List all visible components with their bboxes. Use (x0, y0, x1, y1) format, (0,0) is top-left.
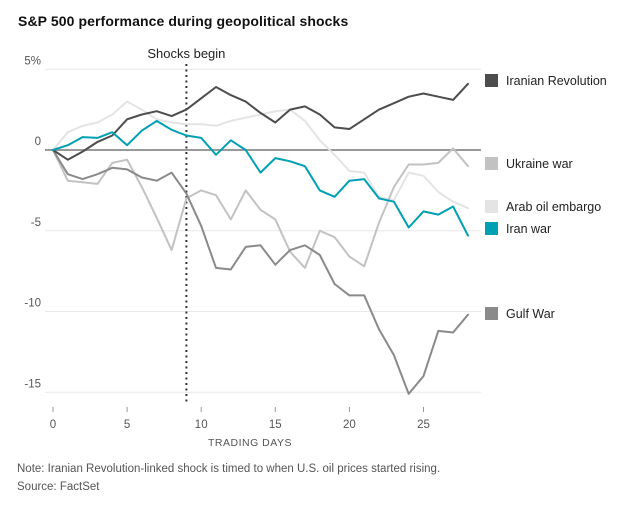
series-line-ukraine-war (52, 147, 469, 269)
legend-label: Ukraine war (506, 156, 573, 171)
x-tick-label: 5 (124, 419, 130, 431)
x-tick-label: 15 (269, 419, 282, 431)
legend-item-arab-oil-embargo: Arab oil embargo (485, 199, 602, 214)
chart-note: Note: Iranian Revolution-linked shock is… (17, 463, 441, 475)
legend-label: Iran war (506, 221, 552, 236)
legend-swatch-icon (485, 74, 498, 87)
series-line-iranian-revolution (52, 82, 469, 161)
legend-swatch-icon (485, 222, 498, 235)
legend-swatch-icon (485, 307, 498, 320)
legend-item-iranian-revolution: Iranian Revolution (485, 73, 607, 88)
legend-label: Gulf War (506, 306, 555, 321)
legend-item-gulf-war: Gulf War (485, 306, 555, 321)
series-line-gulf-war (52, 149, 469, 395)
legend-item-iran-war: Iran war (485, 221, 552, 236)
legend-swatch-icon (485, 200, 498, 213)
x-axis-label: TRADING DAYS (208, 437, 292, 449)
x-tick-label: 20 (343, 419, 356, 431)
chart-title: S&P 500 performance during geopolitical … (18, 13, 349, 29)
shocks-begin-annotation: Shocks begin (147, 46, 225, 61)
legend-label: Arab oil embargo (506, 199, 602, 214)
chart-source: Source: FactSet (17, 481, 100, 493)
legend-label: Iranian Revolution (506, 73, 607, 88)
chart-legend: Iranian Revolution Ukraine war Arab oil em… (485, 73, 607, 321)
x-tick-label: 0 (50, 419, 56, 431)
series-line-arab-oil-embargo (52, 100, 469, 210)
y-tick-label: 5% (24, 55, 41, 67)
y-tick-label: -10 (24, 298, 41, 310)
x-tick-label: 10 (195, 419, 208, 431)
legend-item-ukraine-war: Ukraine war (485, 156, 573, 171)
y-tick-label: -5 (31, 217, 41, 229)
x-tick-label: 25 (417, 419, 430, 431)
y-tick-label: -15 (24, 378, 41, 390)
y-tick-label: 0 (35, 136, 41, 148)
legend-swatch-icon (485, 157, 498, 170)
series-line-iran-war (52, 119, 469, 237)
chart-canvas: 5% 0 -5 -10 -15 0 5 10 15 20 25 TRADING DAYS Shocks … (24, 46, 481, 449)
